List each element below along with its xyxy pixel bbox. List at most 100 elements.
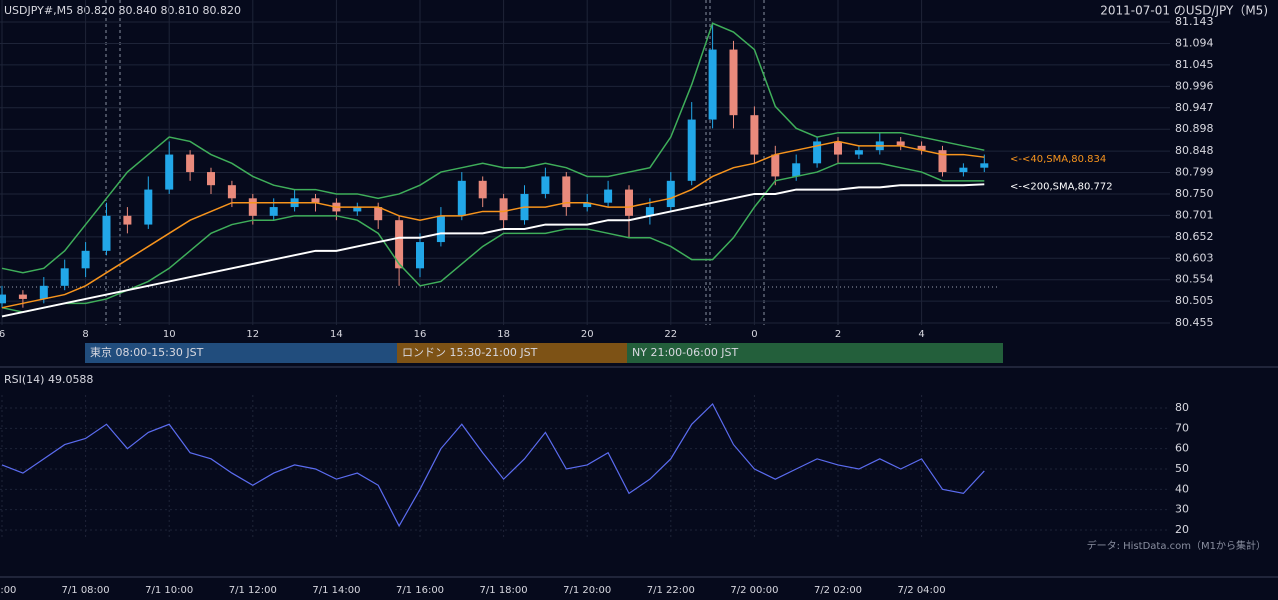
y-tick-label: 80.603: [1175, 251, 1214, 264]
x-tick-label: 7/1 16:00: [396, 585, 444, 596]
candle-body: [416, 242, 424, 269]
candle-body: [792, 163, 801, 177]
candle-body: [583, 202, 592, 208]
y-tick-label: 80.750: [1175, 187, 1214, 200]
x-tick-label: 7/2 04:00: [898, 585, 946, 596]
x-tick-label: 7/2 00:00: [730, 585, 778, 596]
candle-body: [854, 150, 863, 155]
x-tick-label: 7/1 18:00: [480, 585, 528, 596]
y-tick-label: 80.701: [1175, 208, 1214, 221]
y-tick-label: 81.094: [1175, 36, 1214, 49]
x-tick-label: 10: [163, 329, 176, 340]
y-tick-label: 80.652: [1175, 230, 1214, 243]
y-tick-label: 20: [1175, 523, 1189, 536]
candle-body: [541, 176, 550, 194]
rsi-title: RSI(14) 49.0588: [4, 373, 93, 386]
y-tick-label: 81.045: [1175, 58, 1214, 71]
y-tick-label: 80.505: [1175, 294, 1214, 307]
y-tick-label: 50: [1175, 462, 1189, 475]
candle-body: [311, 198, 320, 203]
candle-body: [248, 198, 257, 216]
series-line: [1, 183, 985, 318]
candle-body: [750, 115, 759, 155]
session-band: [397, 343, 627, 363]
candle-body: [165, 154, 174, 190]
session-label: ロンドン 15:30-21:00 JST: [402, 346, 538, 359]
candle-body: [144, 189, 153, 225]
candle-body: [395, 220, 404, 269]
y-tick-label: 80.898: [1175, 122, 1214, 135]
y-tick-label: 80.554: [1175, 273, 1214, 286]
x-tick-label: 18: [497, 329, 510, 340]
chart-subtitle: 2011-07-01 のUSD/JPY（M5): [1100, 4, 1268, 18]
candle-body: [687, 119, 696, 181]
candle-body: [562, 176, 571, 208]
candle-body: [60, 268, 69, 286]
line-label: <-<40,SMA,80.834: [1010, 154, 1106, 165]
x-tick-label: 7/1 20:00: [563, 585, 611, 596]
x-tick-label: 7/1 12:00: [229, 585, 277, 596]
x-tick-label: 2: [835, 329, 841, 340]
candle-body: [39, 285, 48, 299]
candle-body: [81, 250, 90, 269]
x-tick-label: 7/1 10:00: [145, 585, 193, 596]
y-tick-label: 80.996: [1175, 79, 1214, 92]
series-line: [1, 162, 985, 313]
candle-body: [625, 189, 633, 216]
y-tick-label: 60: [1175, 442, 1189, 455]
x-tick-label: 12: [246, 329, 259, 340]
candle-body: [18, 294, 27, 299]
candle-body: [227, 185, 236, 199]
x-tick-label: 22: [664, 329, 677, 340]
candle-body: [102, 215, 111, 251]
y-tick-label: 80: [1175, 401, 1189, 414]
session-label: 東京 08:00-15:30 JST: [90, 345, 204, 359]
candle-body: [729, 49, 738, 116]
chart-title: USDJPY#,M5 80.820 80.840 80.810 80.820: [4, 4, 241, 17]
candle-body: [457, 180, 466, 216]
x-tick-label: 7/1 22:00: [647, 585, 695, 596]
x-tick-label: 8: [82, 329, 88, 340]
candle-body: [959, 167, 968, 173]
x-tick-label: 20: [581, 329, 594, 340]
y-tick-label: 81.143: [1175, 15, 1214, 28]
source-note: データ: HistData.com（M1から集計）: [1087, 539, 1266, 552]
candle-body: [207, 172, 215, 186]
x-tick-label: 7/1 08:00: [62, 585, 110, 596]
y-tick-label: 70: [1175, 421, 1189, 434]
y-tick-label: 80.848: [1175, 144, 1214, 157]
candle-body: [771, 154, 780, 177]
x-tick-label: 4: [918, 329, 924, 340]
y-tick-label: 40: [1175, 482, 1189, 495]
session-label: NY 21:00-06:00 JST: [632, 346, 739, 359]
candle-body: [666, 180, 675, 208]
x-tick-label: 6: [0, 329, 5, 340]
candle-body: [708, 49, 717, 120]
session-band: [627, 343, 1003, 363]
x-tick-label: 06:00: [0, 585, 16, 596]
candle-body: [353, 207, 362, 212]
y-tick-label: 80.455: [1175, 316, 1214, 329]
x-tick-label: 0: [751, 329, 757, 340]
candle-body: [917, 145, 926, 151]
candle-body: [269, 207, 278, 216]
series-line: [1, 402, 985, 528]
candle-body: [980, 163, 989, 168]
candle-body: [896, 141, 905, 146]
candle-body: [645, 207, 654, 216]
candle-body: [813, 141, 822, 164]
line-label: <-<200,SMA,80.772: [1010, 181, 1113, 192]
decoration: [0, 0, 1278, 578]
x-tick-label: 7/2 02:00: [814, 585, 862, 596]
x-tick-label: 14: [330, 329, 343, 340]
candle-body: [374, 207, 383, 221]
candle-body: [834, 141, 842, 155]
y-tick-label: 80.799: [1175, 166, 1214, 179]
series-line: [1, 22, 985, 274]
candle-body: [436, 215, 445, 243]
candle-body: [186, 154, 195, 173]
candle-body: [938, 150, 947, 173]
y-tick-label: 30: [1175, 503, 1189, 516]
candle-body: [604, 189, 613, 203]
